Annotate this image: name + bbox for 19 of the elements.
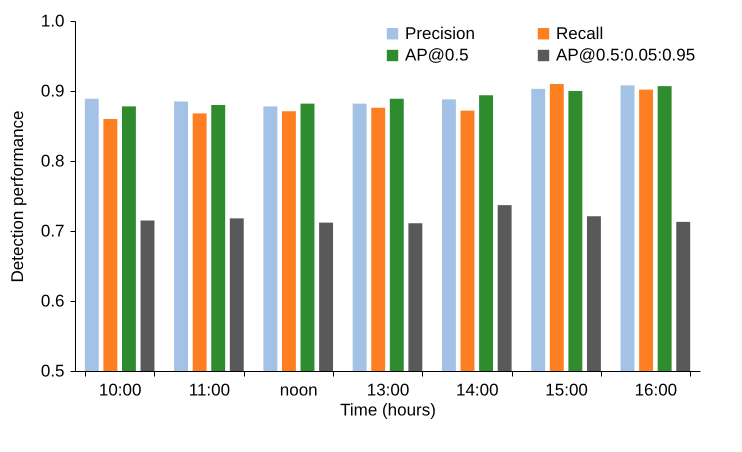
x-tick-label: 14:00 (456, 380, 499, 400)
y-tick-label: 0.6 (40, 292, 64, 310)
x-tick-label: 10:00 (98, 380, 142, 400)
x-tick-label: 13:00 (366, 380, 410, 400)
x-tick-label: 16:00 (634, 380, 678, 400)
legend-label: Recall (556, 24, 604, 43)
x-tick-label: 11:00 (188, 380, 230, 400)
legend-label: AP@0.5 (405, 46, 469, 64)
x-tick-label: 15:00 (545, 380, 588, 400)
y-tick-label: 0.7 (40, 222, 64, 240)
y-tick-label: 0.9 (40, 82, 64, 100)
x-axis-title: Time (hours) (340, 400, 436, 420)
y-axis-title: Detection performance (8, 110, 27, 282)
y-tick-label: 0.5 (40, 362, 64, 380)
y-tick-label: 1.0 (40, 12, 64, 30)
legend-label: AP@0.5:0.05:0.95 (556, 46, 696, 64)
x-tick-label: noon (280, 380, 318, 400)
legend-label: Precision (405, 24, 475, 43)
y-tick-label: 0.8 (40, 152, 64, 170)
